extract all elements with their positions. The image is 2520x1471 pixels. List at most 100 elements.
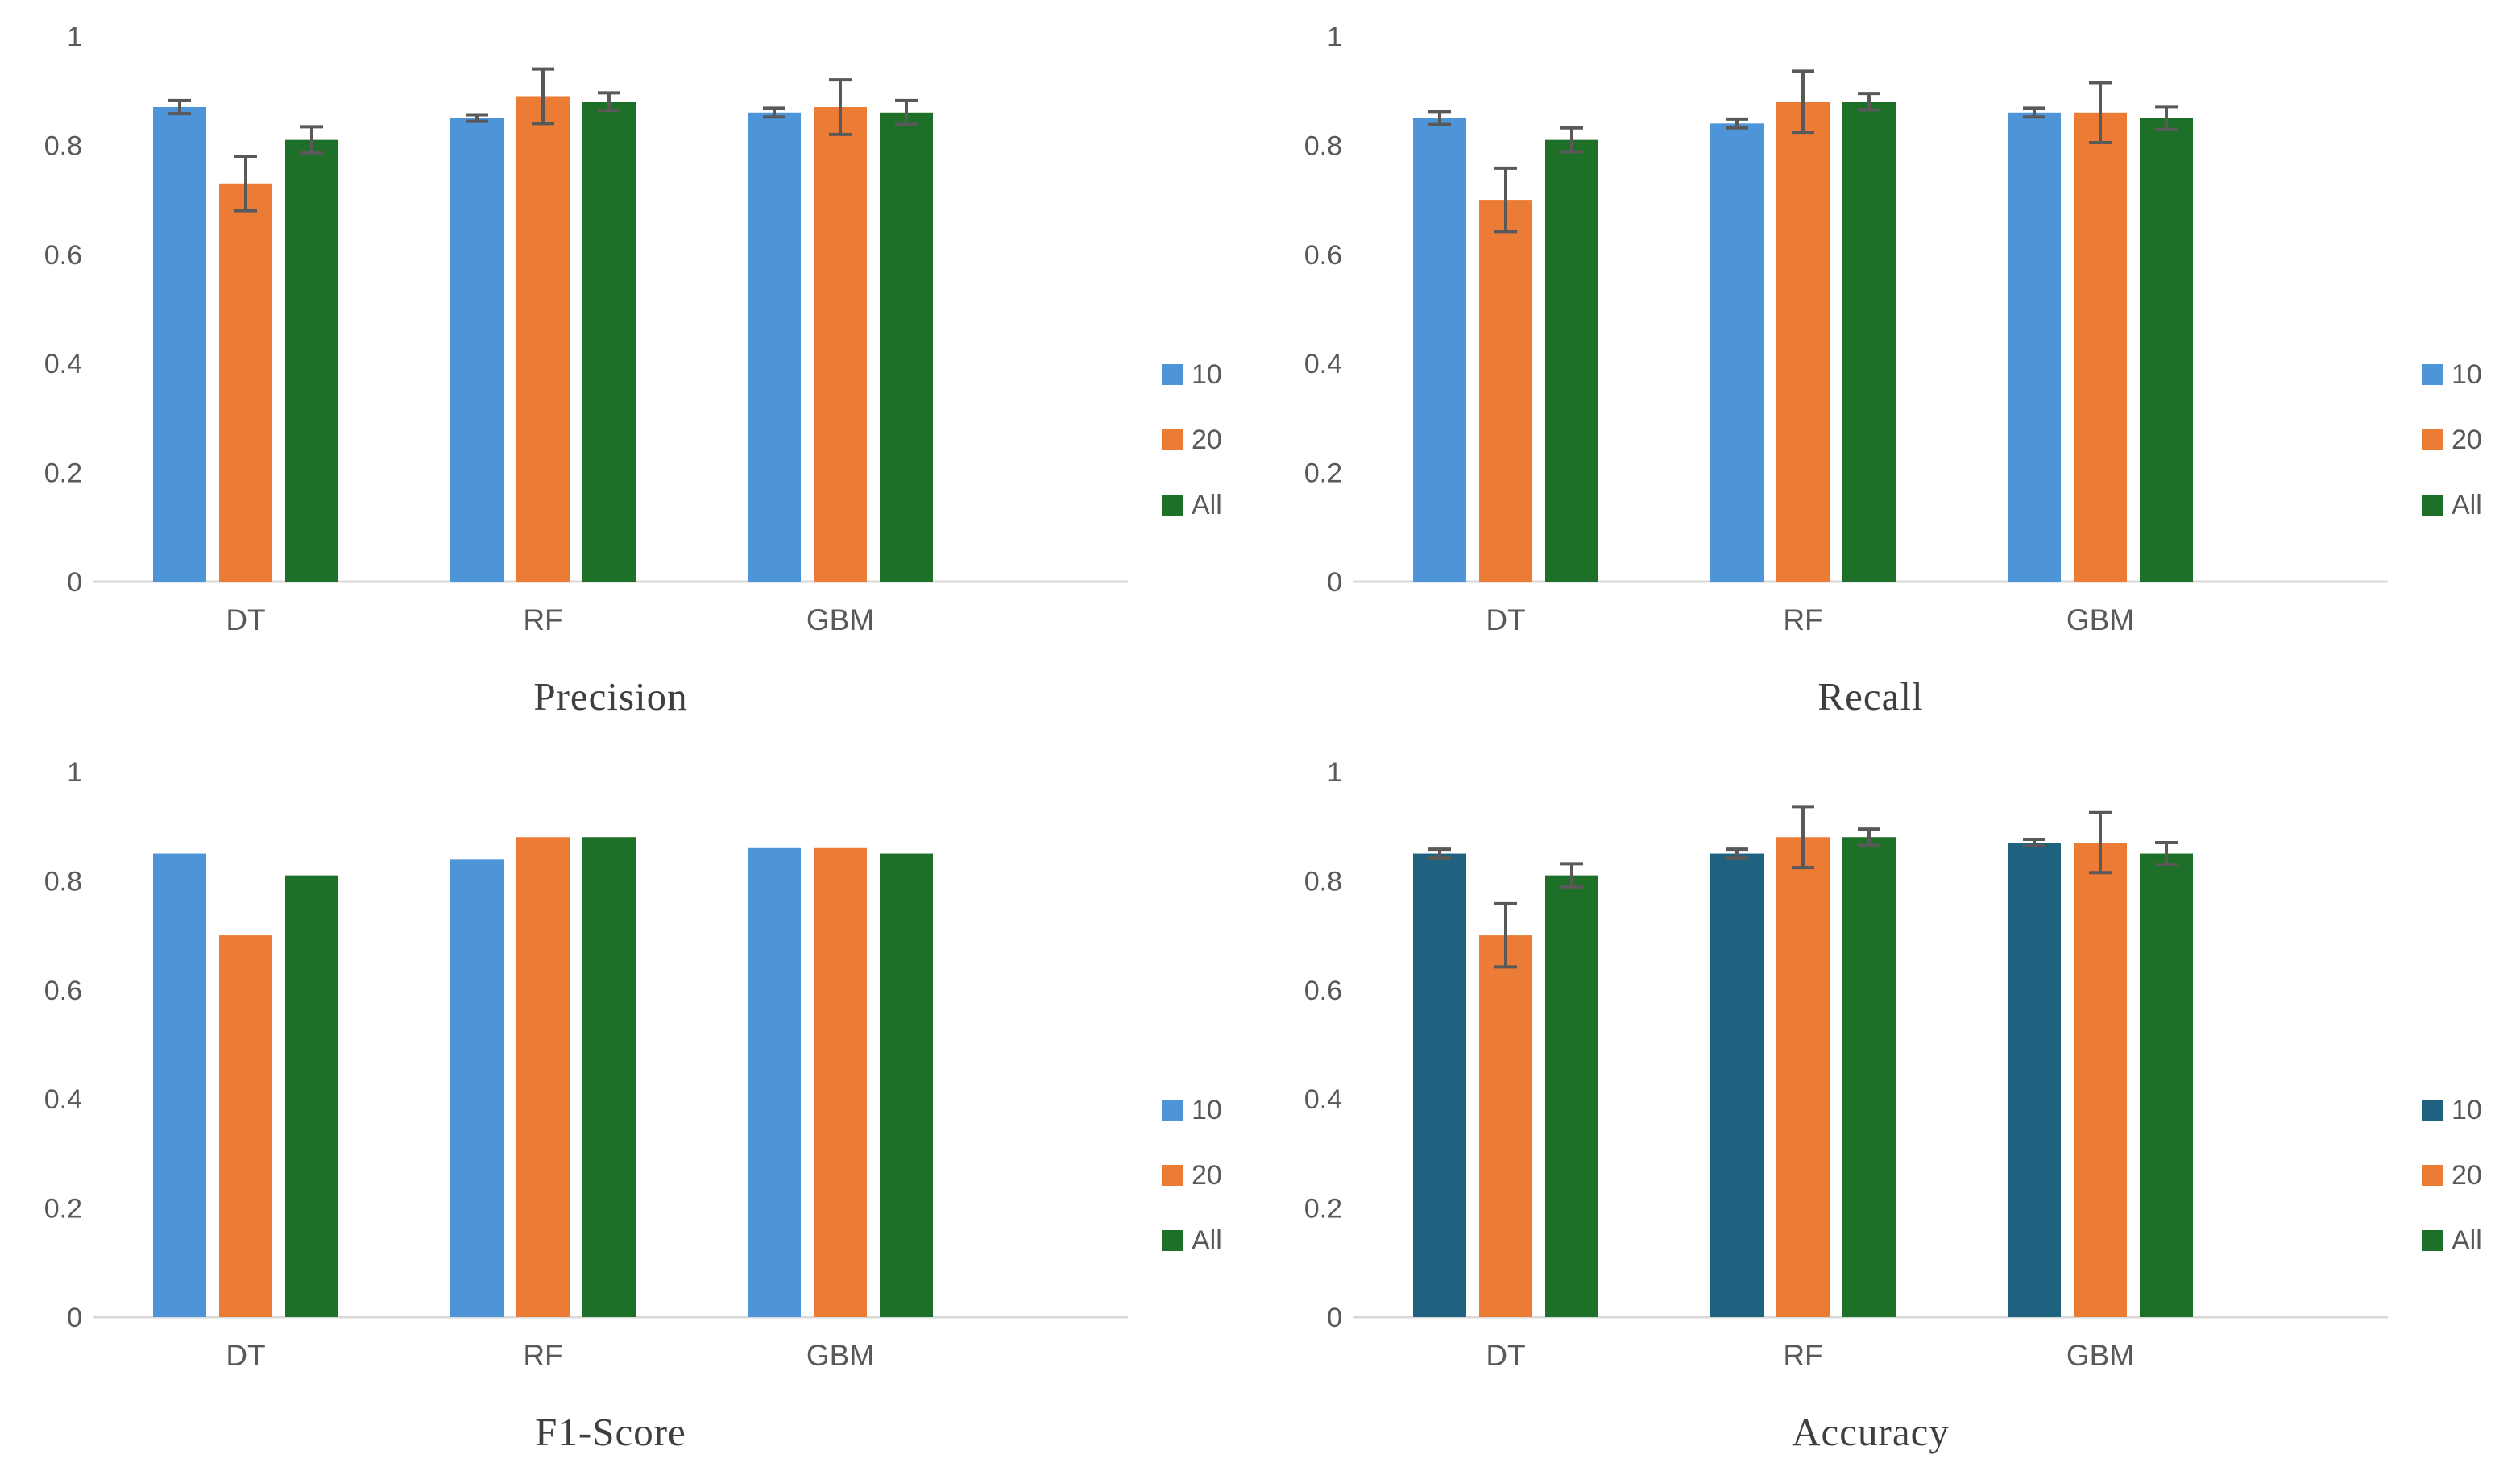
error-bar-20-RF — [1792, 805, 1814, 870]
x-category-label: RF — [523, 1339, 562, 1372]
bar-20-RF — [516, 837, 570, 1317]
y-tick-label: 0 — [1327, 1303, 1342, 1333]
bar-20-GBM — [2074, 112, 2127, 582]
legend-label: 10 — [2452, 359, 2482, 390]
recall-plot: 0 0.2 0.4 0.6 0.8 1 DT RF GBM — [1304, 22, 2388, 636]
legend-swatch-icon — [2422, 1230, 2443, 1251]
error-bar-All-GBM — [2155, 105, 2178, 131]
y-tick-label: 1 — [1327, 22, 1342, 52]
y-tick-label: 0.2 — [1304, 1194, 1342, 1224]
x-category-label: GBM — [2066, 603, 2134, 636]
error-bar-20-GBM — [829, 78, 852, 136]
y-tick-label: 0.8 — [1304, 131, 1342, 161]
error-bar-All-GBM — [2155, 841, 2178, 867]
bar-All-DT — [285, 139, 338, 582]
legend-label: All — [2452, 1225, 2482, 1256]
legend-item-All: All — [2422, 491, 2482, 519]
error-bar-10-RF — [466, 113, 488, 123]
bar-20-RF — [516, 96, 570, 582]
y-tick-label: 0.8 — [44, 866, 82, 897]
error-bar-All-GBM — [895, 98, 918, 126]
legend-item-All: All — [1162, 1227, 1222, 1254]
bar-All-GBM — [2140, 118, 2193, 582]
y-tick-label: 1 — [67, 22, 82, 52]
bar-All-DT — [285, 875, 338, 1317]
legend-label: 20 — [1192, 1160, 1222, 1191]
legend-item-10: 10 — [1162, 361, 1222, 388]
error-bar-10-DT — [1428, 110, 1451, 126]
precision-plot: 0 0.2 0.4 0.6 0.8 1 DT RF GBM — [44, 22, 1128, 636]
legend-swatch-icon — [1162, 429, 1183, 450]
x-category-label: GBM — [806, 1339, 874, 1372]
error-bar-20-RF — [532, 67, 554, 126]
bar-All-RF — [1842, 102, 1896, 582]
x-category-label: GBM — [2066, 1339, 2134, 1372]
x-category-label: DT — [1486, 603, 1525, 636]
bar-10-RF — [1710, 853, 1764, 1317]
y-tick-label: 1 — [1327, 757, 1342, 788]
legend-item-All: All — [1162, 491, 1222, 519]
y-tick-label: 0.6 — [44, 976, 82, 1006]
bar-All-RF — [582, 102, 636, 582]
bar-20-RF — [1776, 102, 1830, 582]
legend-swatch-icon — [1162, 1230, 1183, 1251]
legend-label: All — [1192, 490, 1222, 520]
precision-title: Precision — [533, 674, 688, 719]
bar-20-RF — [1776, 837, 1830, 1317]
y-tick-label: 0.6 — [44, 240, 82, 271]
bar-10-GBM — [748, 847, 801, 1317]
legend-label: 20 — [2452, 425, 2482, 455]
bar-All-DT — [1545, 875, 1598, 1317]
y-tick-label: 0.2 — [44, 1194, 82, 1224]
y-tick-label: 0.8 — [1304, 866, 1342, 897]
legend-label: 20 — [1192, 425, 1222, 455]
y-tick-label: 0.2 — [44, 458, 82, 489]
error-bar-All-RF — [598, 91, 620, 113]
legend-swatch-icon — [2422, 1100, 2443, 1121]
error-bar-10-GBM — [2023, 106, 2045, 119]
x-category-label: RF — [1783, 603, 1822, 636]
bar-All-RF — [582, 837, 636, 1317]
error-bar-10-RF — [1726, 117, 1748, 130]
legend-label: 10 — [1192, 1095, 1222, 1125]
precision-legend: 10 20 All — [1162, 361, 1222, 519]
chart-f1-score: 0 0.2 0.4 0.6 0.8 1 DT RF GBM 10 20 All F1-Score — [0, 736, 1260, 1471]
bar-20-DT — [219, 183, 272, 582]
bar-All-GBM — [880, 112, 933, 582]
legend-item-20: 20 — [2422, 1162, 2482, 1189]
legend-label: 10 — [2452, 1095, 2482, 1125]
x-category-label: DT — [226, 1339, 265, 1372]
x-category-label: RF — [523, 603, 562, 636]
bar-All-RF — [1842, 837, 1896, 1317]
legend-item-20: 20 — [2422, 426, 2482, 454]
bar-20-DT — [219, 935, 272, 1317]
bar-10-GBM — [748, 112, 801, 582]
error-bar-10-GBM — [2023, 837, 2045, 848]
bar-10-RF — [450, 118, 504, 582]
y-tick-label: 0.4 — [1304, 1084, 1342, 1115]
legend-item-10: 10 — [2422, 361, 2482, 388]
error-bar-10-DT — [168, 98, 191, 116]
error-bar-10-RF — [1726, 847, 1748, 860]
legend-label: 20 — [2452, 1160, 2482, 1191]
bar-20-DT — [1479, 935, 1532, 1317]
legend-swatch-icon — [2422, 364, 2443, 385]
bar-10-DT — [1413, 853, 1466, 1317]
bar-10-RF — [1710, 123, 1764, 582]
y-tick-label: 0.4 — [44, 349, 82, 379]
recall-title: Recall — [1817, 674, 1924, 719]
x-category-label: DT — [226, 603, 265, 636]
error-bar-All-DT — [300, 125, 323, 155]
bar-10-GBM — [2008, 843, 2061, 1317]
y-tick-label: 0 — [67, 567, 82, 598]
error-bar-All-RF — [1858, 92, 1880, 112]
recall-legend: 10 20 All — [2422, 361, 2482, 519]
accuracy-legend: 10 20 All — [2422, 1096, 2482, 1254]
bar-10-GBM — [2008, 112, 2061, 582]
legend-label: All — [2452, 490, 2482, 520]
legend-swatch-icon — [1162, 1100, 1183, 1121]
x-category-label: GBM — [806, 603, 874, 636]
x-category-label: RF — [1783, 1339, 1822, 1372]
error-bar-All-DT — [1560, 862, 1583, 889]
